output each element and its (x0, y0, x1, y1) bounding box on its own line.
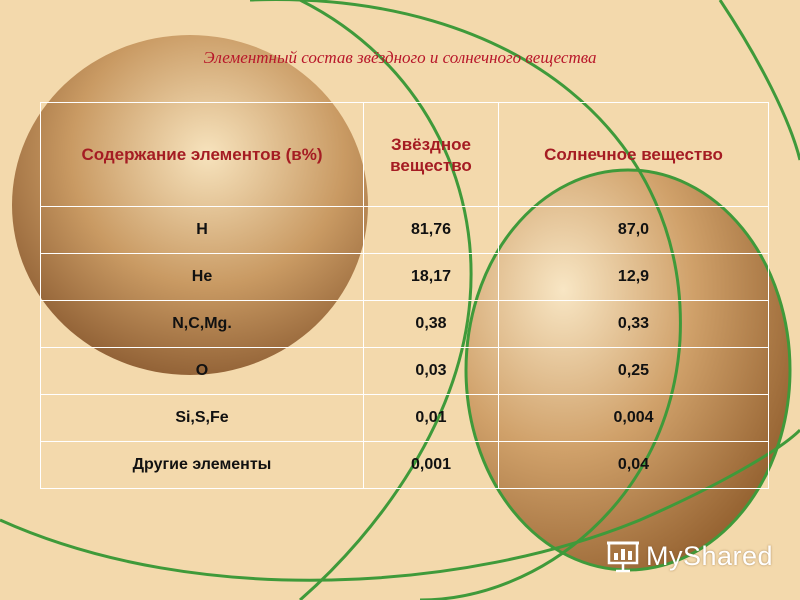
header-solar: Солнечное вещество (498, 102, 769, 207)
cell-element: N,C,Mg. (40, 300, 364, 348)
cell-solar: 87,0 (498, 206, 769, 254)
cell-element: H (40, 206, 364, 254)
table-row: O 0,03 0,25 (40, 347, 769, 395)
table-row: He 18,17 12,9 (40, 253, 769, 301)
cell-solar: 12,9 (498, 253, 769, 301)
table-row: H 81,76 87,0 (40, 206, 769, 254)
cell-stellar: 0,01 (363, 394, 499, 442)
cell-element: He (40, 253, 364, 301)
cell-stellar: 18,17 (363, 253, 499, 301)
table-row: N,C,Mg. 0,38 0,33 (40, 300, 769, 348)
cell-element: Другие элементы (40, 441, 364, 489)
table-header-row: Содержание элементов (в%) Звёздное вещес… (40, 102, 769, 207)
cell-solar: 0,25 (498, 347, 769, 395)
cell-element: O (40, 347, 364, 395)
cell-stellar: 0,03 (363, 347, 499, 395)
header-elements: Содержание элементов (в%) (40, 102, 364, 207)
cell-stellar: 0,001 (363, 441, 499, 489)
cell-solar: 0,004 (498, 394, 769, 442)
header-stellar: Звёздное вещество (363, 102, 499, 207)
table-row: Si,S,Fe 0,01 0,004 (40, 394, 769, 442)
composition-table: Содержание элементов (в%) Звёздное вещес… (40, 102, 769, 489)
page-title: Элементный состав звёздного и солнечного… (203, 48, 597, 67)
cell-stellar: 0,38 (363, 300, 499, 348)
myshared-logo[interactable]: MyShared (606, 536, 773, 576)
table-row: Другие элементы 0,001 0,04 (40, 441, 769, 489)
presentation-board-icon (607, 541, 639, 573)
cell-stellar: 81,76 (363, 206, 499, 254)
cell-solar: 0,33 (498, 300, 769, 348)
cell-element: Si,S,Fe (40, 394, 364, 442)
cell-solar: 0,04 (498, 441, 769, 489)
logo-text: MyShared (646, 540, 774, 571)
